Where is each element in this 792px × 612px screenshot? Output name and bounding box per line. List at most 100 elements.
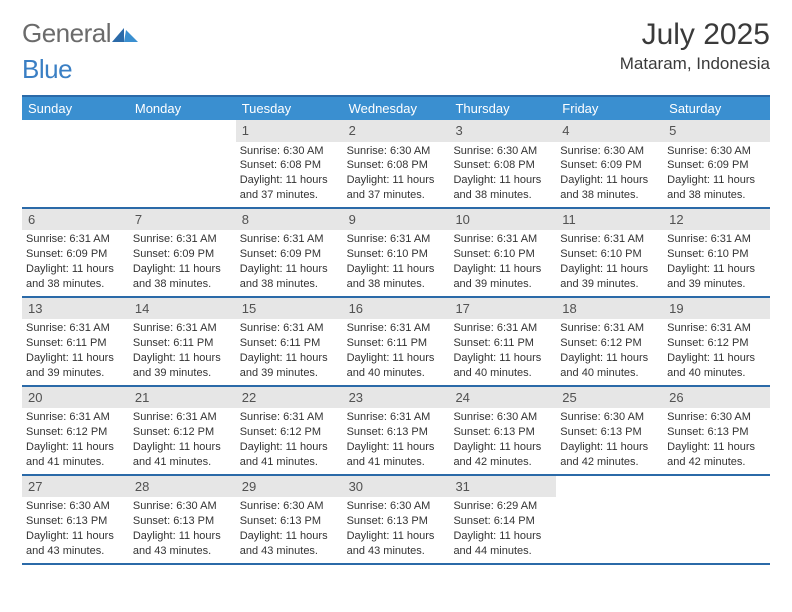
- day-cell: 26Sunrise: 6:30 AMSunset: 6:13 PMDayligh…: [663, 387, 770, 474]
- daylight-text: Daylight: 11 hours and 39 minutes.: [667, 262, 766, 292]
- sunset-text: Sunset: 6:09 PM: [560, 158, 659, 173]
- week-row: ..1Sunrise: 6:30 AMSunset: 6:08 PMDaylig…: [22, 120, 770, 207]
- day-number: 25: [556, 387, 663, 409]
- sunset-text: Sunset: 6:10 PM: [667, 247, 766, 262]
- day-number: 10: [449, 209, 556, 231]
- day-number: 22: [236, 387, 343, 409]
- daylight-text: Daylight: 11 hours and 42 minutes.: [453, 440, 552, 470]
- daylight-text: Daylight: 11 hours and 40 minutes.: [347, 351, 446, 381]
- sunrise-text: Sunrise: 6:30 AM: [453, 410, 552, 425]
- day-body: Sunrise: 6:30 AMSunset: 6:13 PMDaylight:…: [236, 497, 343, 562]
- sunrise-text: Sunrise: 6:30 AM: [133, 499, 232, 514]
- day-cell: 15Sunrise: 6:31 AMSunset: 6:11 PMDayligh…: [236, 298, 343, 385]
- day-cell: 25Sunrise: 6:30 AMSunset: 6:13 PMDayligh…: [556, 387, 663, 474]
- sunset-text: Sunset: 6:13 PM: [240, 514, 339, 529]
- sunrise-text: Sunrise: 6:31 AM: [26, 232, 125, 247]
- sunset-text: Sunset: 6:11 PM: [453, 336, 552, 351]
- day-body: Sunrise: 6:30 AMSunset: 6:09 PMDaylight:…: [556, 142, 663, 207]
- sunset-text: Sunset: 6:12 PM: [560, 336, 659, 351]
- day-number: 14: [129, 298, 236, 320]
- day-number: 15: [236, 298, 343, 320]
- daylight-text: Daylight: 11 hours and 39 minutes.: [240, 351, 339, 381]
- sunrise-text: Sunrise: 6:30 AM: [347, 144, 446, 159]
- daylight-text: Daylight: 11 hours and 39 minutes.: [560, 262, 659, 292]
- month-title: July 2025: [620, 18, 770, 52]
- sunset-text: Sunset: 6:10 PM: [453, 247, 552, 262]
- day-body: Sunrise: 6:31 AMSunset: 6:09 PMDaylight:…: [22, 230, 129, 295]
- daylight-text: Daylight: 11 hours and 38 minutes.: [560, 173, 659, 203]
- day-cell: 14Sunrise: 6:31 AMSunset: 6:11 PMDayligh…: [129, 298, 236, 385]
- day-cell: 8Sunrise: 6:31 AMSunset: 6:09 PMDaylight…: [236, 209, 343, 296]
- sunset-text: Sunset: 6:10 PM: [347, 247, 446, 262]
- day-body: Sunrise: 6:31 AMSunset: 6:10 PMDaylight:…: [556, 230, 663, 295]
- title-block: July 2025 Mataram, Indonesia: [620, 18, 770, 74]
- day-number: 30: [343, 476, 450, 498]
- sunrise-text: Sunrise: 6:31 AM: [347, 232, 446, 247]
- daylight-text: Daylight: 11 hours and 43 minutes.: [26, 529, 125, 559]
- day-number: 23: [343, 387, 450, 409]
- week-row: 20Sunrise: 6:31 AMSunset: 6:12 PMDayligh…: [22, 387, 770, 474]
- daylight-text: Daylight: 11 hours and 41 minutes.: [133, 440, 232, 470]
- day-number: 8: [236, 209, 343, 231]
- day-cell: 17Sunrise: 6:31 AMSunset: 6:11 PMDayligh…: [449, 298, 556, 385]
- sunrise-text: Sunrise: 6:31 AM: [133, 232, 232, 247]
- day-cell: 2Sunrise: 6:30 AMSunset: 6:08 PMDaylight…: [343, 120, 450, 207]
- day-cell: 23Sunrise: 6:31 AMSunset: 6:13 PMDayligh…: [343, 387, 450, 474]
- sunrise-text: Sunrise: 6:30 AM: [240, 499, 339, 514]
- day-number: 17: [449, 298, 556, 320]
- sunset-text: Sunset: 6:12 PM: [26, 425, 125, 440]
- sunrise-text: Sunrise: 6:31 AM: [26, 410, 125, 425]
- daylight-text: Daylight: 11 hours and 39 minutes.: [26, 351, 125, 381]
- weekday-header: Tuesday: [236, 97, 343, 120]
- day-cell: 30Sunrise: 6:30 AMSunset: 6:13 PMDayligh…: [343, 476, 450, 563]
- weekday-header: Thursday: [449, 97, 556, 120]
- logo-word2: Blue: [22, 54, 72, 84]
- day-number: 21: [129, 387, 236, 409]
- day-body: Sunrise: 6:30 AMSunset: 6:08 PMDaylight:…: [236, 142, 343, 207]
- weekday-header-row: Sunday Monday Tuesday Wednesday Thursday…: [22, 97, 770, 120]
- day-cell: 5Sunrise: 6:30 AMSunset: 6:09 PMDaylight…: [663, 120, 770, 207]
- day-number: 2: [343, 120, 450, 142]
- daylight-text: Daylight: 11 hours and 37 minutes.: [240, 173, 339, 203]
- daylight-text: Daylight: 11 hours and 38 minutes.: [453, 173, 552, 203]
- day-number: 13: [22, 298, 129, 320]
- daylight-text: Daylight: 11 hours and 40 minutes.: [453, 351, 552, 381]
- day-number: 16: [343, 298, 450, 320]
- sunset-text: Sunset: 6:13 PM: [560, 425, 659, 440]
- daylight-text: Daylight: 11 hours and 38 minutes.: [347, 262, 446, 292]
- sunrise-text: Sunrise: 6:31 AM: [240, 410, 339, 425]
- sunset-text: Sunset: 6:09 PM: [667, 158, 766, 173]
- sunset-text: Sunset: 6:08 PM: [240, 158, 339, 173]
- sunrise-text: Sunrise: 6:30 AM: [667, 410, 766, 425]
- day-number: 7: [129, 209, 236, 231]
- day-body: Sunrise: 6:30 AMSunset: 6:13 PMDaylight:…: [129, 497, 236, 562]
- sunset-text: Sunset: 6:11 PM: [26, 336, 125, 351]
- weekday-header: Sunday: [22, 97, 129, 120]
- sunset-text: Sunset: 6:09 PM: [240, 247, 339, 262]
- day-body: Sunrise: 6:30 AMSunset: 6:13 PMDaylight:…: [22, 497, 129, 562]
- sunrise-text: Sunrise: 6:30 AM: [240, 144, 339, 159]
- day-cell: 6Sunrise: 6:31 AMSunset: 6:09 PMDaylight…: [22, 209, 129, 296]
- sunset-text: Sunset: 6:12 PM: [133, 425, 232, 440]
- weekday-header: Saturday: [663, 97, 770, 120]
- day-body: Sunrise: 6:29 AMSunset: 6:14 PMDaylight:…: [449, 497, 556, 562]
- sunrise-text: Sunrise: 6:31 AM: [560, 232, 659, 247]
- sunrise-text: Sunrise: 6:31 AM: [133, 321, 232, 336]
- sunset-text: Sunset: 6:11 PM: [347, 336, 446, 351]
- sunrise-text: Sunrise: 6:31 AM: [133, 410, 232, 425]
- day-cell: 31Sunrise: 6:29 AMSunset: 6:14 PMDayligh…: [449, 476, 556, 563]
- sunset-text: Sunset: 6:13 PM: [453, 425, 552, 440]
- day-body: Sunrise: 6:31 AMSunset: 6:10 PMDaylight:…: [663, 230, 770, 295]
- day-cell: 27Sunrise: 6:30 AMSunset: 6:13 PMDayligh…: [22, 476, 129, 563]
- day-cell: 16Sunrise: 6:31 AMSunset: 6:11 PMDayligh…: [343, 298, 450, 385]
- daylight-text: Daylight: 11 hours and 43 minutes.: [240, 529, 339, 559]
- day-body: Sunrise: 6:31 AMSunset: 6:10 PMDaylight:…: [343, 230, 450, 295]
- daylight-text: Daylight: 11 hours and 43 minutes.: [347, 529, 446, 559]
- day-number: 11: [556, 209, 663, 231]
- daylight-text: Daylight: 11 hours and 39 minutes.: [133, 351, 232, 381]
- day-body: Sunrise: 6:30 AMSunset: 6:13 PMDaylight:…: [343, 497, 450, 562]
- sunset-text: Sunset: 6:11 PM: [240, 336, 339, 351]
- sunrise-text: Sunrise: 6:31 AM: [667, 232, 766, 247]
- calendar: Sunday Monday Tuesday Wednesday Thursday…: [22, 95, 770, 565]
- day-number: 12: [663, 209, 770, 231]
